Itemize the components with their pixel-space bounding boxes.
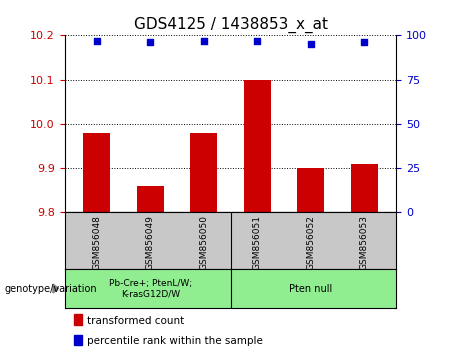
- Text: GSM856048: GSM856048: [92, 215, 101, 270]
- Text: GSM856053: GSM856053: [360, 215, 369, 270]
- Point: [307, 41, 314, 47]
- Point: [254, 38, 261, 44]
- Point: [147, 40, 154, 45]
- Text: Pten null: Pten null: [289, 284, 332, 293]
- Point: [200, 38, 207, 44]
- Text: transformed count: transformed count: [87, 316, 184, 326]
- Text: Pb-Cre+; PtenL/W;
K-rasG12D/W: Pb-Cre+; PtenL/W; K-rasG12D/W: [109, 279, 192, 298]
- Text: percentile rank within the sample: percentile rank within the sample: [87, 336, 263, 346]
- Bar: [297, 168, 324, 212]
- Title: GDS4125 / 1438853_x_at: GDS4125 / 1438853_x_at: [134, 16, 327, 33]
- Point: [361, 40, 368, 45]
- Point: [93, 38, 100, 44]
- Text: GSM856051: GSM856051: [253, 215, 262, 270]
- Bar: [83, 133, 110, 212]
- Text: GSM856052: GSM856052: [306, 215, 315, 270]
- Text: genotype/variation: genotype/variation: [5, 284, 97, 293]
- Bar: [137, 186, 164, 212]
- Text: GSM856050: GSM856050: [199, 215, 208, 270]
- Bar: [190, 133, 217, 212]
- Bar: [351, 164, 378, 212]
- Bar: [244, 80, 271, 212]
- Text: GSM856049: GSM856049: [146, 215, 155, 270]
